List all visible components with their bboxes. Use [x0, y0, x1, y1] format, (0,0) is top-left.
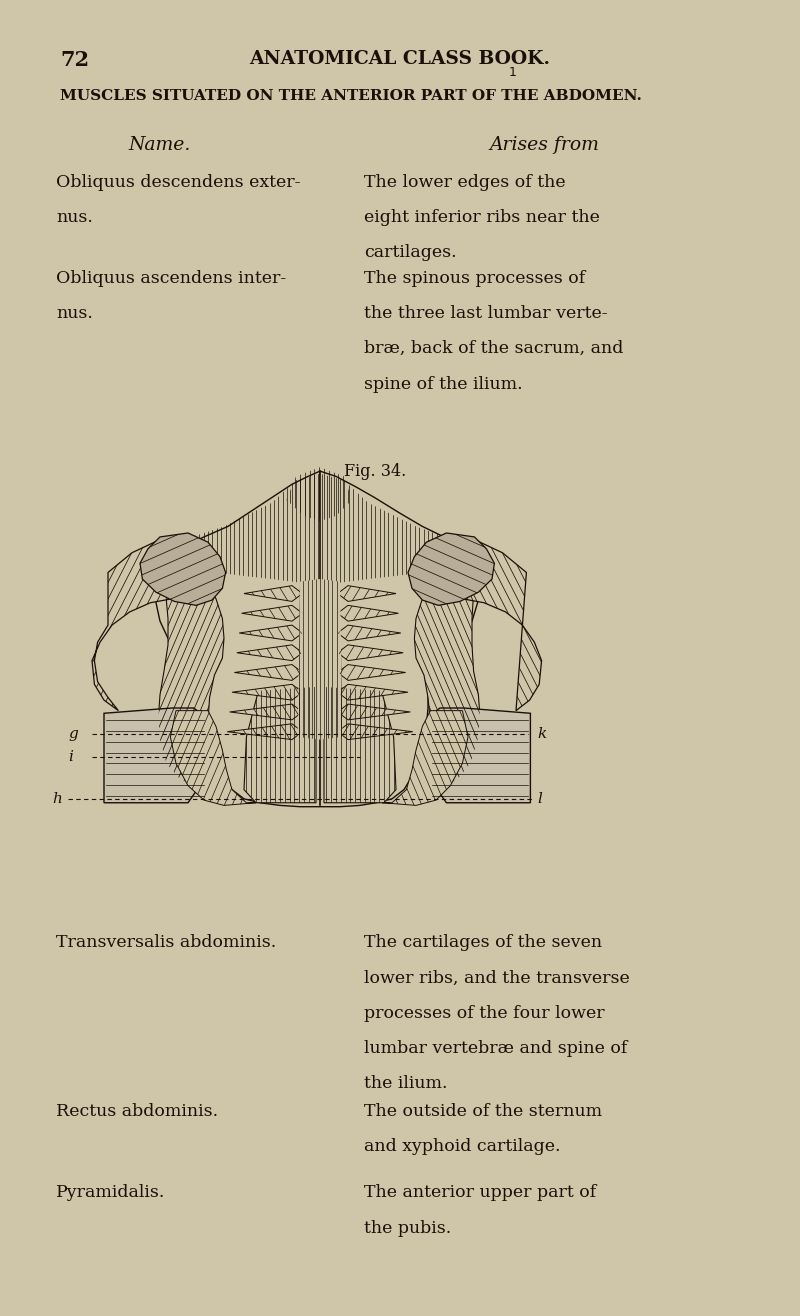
Text: processes of the four lower: processes of the four lower	[364, 1005, 605, 1023]
Text: nus.: nus.	[56, 209, 93, 226]
Polygon shape	[382, 711, 468, 805]
Text: The outside of the sternum: The outside of the sternum	[364, 1103, 602, 1120]
Text: Obliquus descendens exter-: Obliquus descendens exter-	[56, 174, 301, 191]
Polygon shape	[244, 586, 302, 601]
Polygon shape	[338, 724, 413, 740]
Polygon shape	[239, 625, 302, 641]
Polygon shape	[244, 687, 316, 803]
Text: MUSCLES SITUATED ON THE ANTERIOR PART OF THE ABDOMEN.: MUSCLES SITUATED ON THE ANTERIOR PART OF…	[60, 89, 642, 104]
Text: and xyphoid cartilage.: and xyphoid cartilage.	[364, 1138, 561, 1155]
Text: Pyramidalis.: Pyramidalis.	[56, 1184, 166, 1202]
Polygon shape	[230, 704, 302, 720]
Polygon shape	[232, 684, 302, 700]
Polygon shape	[338, 586, 396, 601]
Polygon shape	[338, 645, 403, 661]
Text: cartilages.: cartilages.	[364, 245, 457, 262]
Polygon shape	[237, 645, 302, 661]
Text: The spinous processes of: The spinous processes of	[364, 270, 586, 287]
Text: $\mathsf{1}$: $\mathsf{1}$	[508, 66, 517, 79]
Polygon shape	[104, 708, 210, 803]
Text: k: k	[538, 728, 547, 741]
Polygon shape	[242, 605, 302, 621]
Text: 72: 72	[60, 50, 89, 70]
Text: Arises from: Arises from	[489, 136, 599, 154]
Text: nus.: nus.	[56, 305, 93, 322]
Text: the three last lumbar verte-: the three last lumbar verte-	[364, 305, 608, 322]
Polygon shape	[410, 566, 480, 792]
Polygon shape	[170, 711, 256, 805]
Polygon shape	[92, 540, 214, 711]
Text: the ilium.: the ilium.	[364, 1075, 447, 1092]
Text: the pubis.: the pubis.	[364, 1220, 451, 1237]
Text: eight inferior ribs near the: eight inferior ribs near the	[364, 209, 600, 226]
Polygon shape	[408, 533, 494, 605]
Text: The cartilages of the seven: The cartilages of the seven	[364, 934, 602, 951]
Polygon shape	[338, 665, 406, 680]
Text: The lower edges of the: The lower edges of the	[364, 174, 566, 191]
Text: i: i	[68, 750, 73, 763]
Text: Obliquus ascendens inter-: Obliquus ascendens inter-	[56, 270, 286, 287]
Polygon shape	[140, 533, 226, 605]
Polygon shape	[158, 566, 228, 792]
Text: l: l	[538, 792, 542, 805]
Text: spine of the ilium.: spine of the ilium.	[364, 375, 522, 392]
Polygon shape	[338, 704, 410, 720]
Polygon shape	[234, 665, 302, 680]
Polygon shape	[298, 579, 342, 740]
Text: Name.: Name.	[129, 136, 191, 154]
Text: Rectus abdominis.: Rectus abdominis.	[56, 1103, 218, 1120]
Polygon shape	[324, 687, 396, 803]
Text: The anterior upper part of: The anterior upper part of	[364, 1184, 596, 1202]
Text: Fig. 34.: Fig. 34.	[344, 463, 406, 480]
Text: ANATOMICAL CLASS BOOK.: ANATOMICAL CLASS BOOK.	[250, 50, 550, 68]
Polygon shape	[156, 471, 478, 807]
Text: lower ribs, and the transverse: lower ribs, and the transverse	[364, 970, 630, 987]
Polygon shape	[424, 708, 530, 803]
Text: Transversalis abdominis.: Transversalis abdominis.	[56, 934, 276, 951]
Text: g: g	[68, 728, 78, 741]
Polygon shape	[227, 724, 302, 740]
Polygon shape	[420, 540, 542, 711]
Polygon shape	[338, 684, 408, 700]
Polygon shape	[338, 625, 401, 641]
Polygon shape	[338, 605, 398, 621]
Text: lumbar vertebræ and spine of: lumbar vertebræ and spine of	[364, 1040, 627, 1057]
Text: h: h	[52, 792, 62, 805]
Text: bræ, back of the sacrum, and: bræ, back of the sacrum, and	[364, 341, 623, 358]
